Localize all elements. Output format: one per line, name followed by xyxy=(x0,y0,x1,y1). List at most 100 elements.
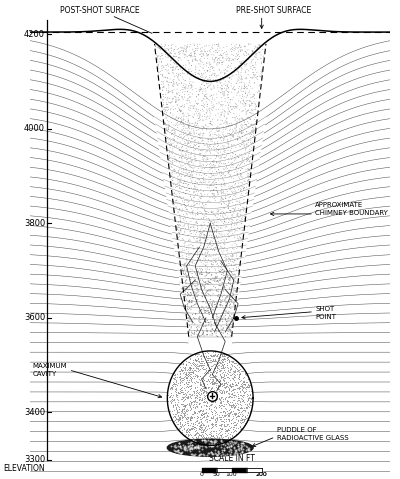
Point xyxy=(232,439,239,446)
Point xyxy=(184,97,191,104)
Point xyxy=(179,235,186,242)
Point xyxy=(200,426,207,433)
Point xyxy=(188,306,194,313)
Point xyxy=(228,252,235,260)
Point xyxy=(228,382,234,390)
Point xyxy=(222,404,228,412)
Point xyxy=(239,415,245,422)
Point xyxy=(244,404,250,411)
Point xyxy=(208,279,214,287)
Point xyxy=(199,271,206,278)
Point xyxy=(200,99,207,107)
Point xyxy=(241,103,247,110)
Point xyxy=(192,136,198,144)
Point xyxy=(205,155,211,163)
Point xyxy=(203,50,210,57)
Point xyxy=(217,51,224,59)
Point xyxy=(226,120,233,127)
Point xyxy=(250,124,256,131)
Point xyxy=(184,197,190,205)
Point xyxy=(183,361,189,368)
Point xyxy=(176,80,182,87)
Point xyxy=(232,248,238,256)
Point xyxy=(187,416,193,423)
Point xyxy=(219,58,226,66)
Point xyxy=(226,443,232,450)
Point xyxy=(240,200,246,207)
Point xyxy=(212,184,218,192)
Point xyxy=(237,92,243,100)
Point xyxy=(219,265,225,273)
Point xyxy=(162,129,168,137)
Point xyxy=(236,53,242,60)
Point xyxy=(183,383,189,391)
Point xyxy=(200,51,206,58)
Point xyxy=(203,288,210,296)
Point xyxy=(245,402,252,410)
Point xyxy=(172,373,178,381)
Point xyxy=(217,212,224,219)
Point xyxy=(198,396,204,404)
Point xyxy=(232,124,238,132)
Point xyxy=(196,424,202,432)
Point xyxy=(228,379,235,387)
Point xyxy=(201,438,207,445)
Point xyxy=(177,212,183,219)
Point xyxy=(208,155,214,162)
Point xyxy=(206,416,212,423)
Point xyxy=(218,86,224,93)
Point xyxy=(232,277,238,285)
Point xyxy=(185,439,192,447)
Point xyxy=(208,161,215,169)
Point xyxy=(188,404,194,411)
Point xyxy=(171,380,178,388)
Point xyxy=(189,330,196,337)
Point xyxy=(208,164,215,171)
Point xyxy=(222,425,228,433)
Point xyxy=(229,310,235,318)
Point xyxy=(202,294,208,301)
Point xyxy=(238,235,245,243)
Point xyxy=(229,73,235,80)
Point xyxy=(216,52,222,59)
Point xyxy=(250,110,256,117)
Point xyxy=(220,351,227,358)
Point xyxy=(222,179,228,187)
Point xyxy=(224,421,231,429)
Point xyxy=(169,168,176,176)
Point xyxy=(177,200,183,207)
Point xyxy=(229,380,235,388)
Point xyxy=(218,210,224,217)
Point xyxy=(189,266,195,274)
Point xyxy=(198,417,204,424)
Point xyxy=(192,438,199,445)
Point xyxy=(204,328,211,335)
Point xyxy=(203,232,209,240)
Point xyxy=(203,156,209,164)
Point xyxy=(179,110,186,118)
Point xyxy=(217,277,223,285)
Point xyxy=(233,163,239,171)
Point xyxy=(234,136,241,143)
Point xyxy=(220,283,227,291)
Point xyxy=(192,97,198,105)
Point xyxy=(188,224,194,231)
Point xyxy=(220,439,226,446)
Point xyxy=(259,69,265,77)
Point xyxy=(239,88,245,95)
Point xyxy=(205,422,211,430)
Point xyxy=(220,120,227,127)
Point xyxy=(243,384,250,391)
Point xyxy=(213,270,219,277)
Point xyxy=(224,323,231,331)
Point xyxy=(188,159,195,166)
Point xyxy=(220,276,227,284)
Point xyxy=(212,372,218,379)
Point xyxy=(215,216,222,223)
Point xyxy=(242,154,248,161)
Point xyxy=(190,314,197,321)
Point xyxy=(186,445,192,453)
Point xyxy=(190,251,196,259)
Point xyxy=(220,379,227,387)
Point xyxy=(252,121,259,128)
